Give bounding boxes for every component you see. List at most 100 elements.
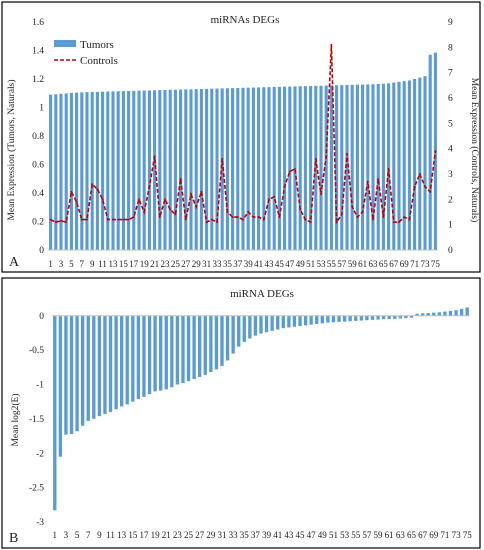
panel-a-bar xyxy=(189,89,193,250)
panel-a-xtick: 27 xyxy=(181,259,191,269)
panel-a-controls-point xyxy=(434,150,437,153)
panel-a-bar xyxy=(153,90,157,250)
panel-a-bar xyxy=(345,84,349,250)
panel-b-bar xyxy=(209,315,213,373)
panel-b-bar xyxy=(131,315,135,402)
panel-a-bar xyxy=(309,85,313,250)
legend-tumors-label: Tumors xyxy=(80,39,114,51)
panel-a-xtick: 9 xyxy=(90,259,95,269)
panel-b-xtick: 53 xyxy=(340,530,350,540)
panel-b-xtick: 7 xyxy=(86,530,91,540)
panel-a-ytick-left: 0.4 xyxy=(32,189,44,199)
panel-a-bar xyxy=(231,88,235,251)
panel-a-controls-point xyxy=(153,155,156,158)
panel-a-bar xyxy=(262,87,266,250)
panel-b-xtick: 71 xyxy=(440,530,449,540)
panel-a-legend: Tumors Controls xyxy=(54,39,118,67)
panel-a-bar xyxy=(90,91,94,250)
panel-a-controls-point xyxy=(96,188,99,191)
panel-b-bar xyxy=(86,315,90,421)
panel-a-bar xyxy=(121,91,125,250)
panel-b-bar xyxy=(381,315,386,320)
panel-b-bar xyxy=(320,315,324,324)
panel-b-bar xyxy=(348,315,352,322)
panel-a-bar xyxy=(64,93,68,250)
panel-b-bar xyxy=(114,315,118,410)
panel-b-xtick: 5 xyxy=(75,530,80,540)
panel-a-controls-point xyxy=(184,218,187,221)
panel-a-controls-point xyxy=(75,200,78,203)
panel-b-bar xyxy=(404,315,408,319)
panel-a-controls-point xyxy=(70,190,73,193)
panel-b-xtick: 21 xyxy=(162,530,171,540)
panel-a-controls-point xyxy=(190,193,192,196)
panel-a-bar xyxy=(116,91,120,250)
panel-b-xtick: 33 xyxy=(229,530,239,540)
panel-a-controls-point xyxy=(117,218,120,221)
panel-b-xtick: 15 xyxy=(128,530,138,540)
panel-a-xtick: 59 xyxy=(348,259,358,269)
panel-a-controls-point xyxy=(216,221,218,224)
panel-a-bar xyxy=(418,77,422,250)
panel-a-bar xyxy=(283,86,287,250)
panel-b-bar xyxy=(443,311,447,316)
panel-b-xtick: 39 xyxy=(262,530,272,540)
panel-a-xtick: 53 xyxy=(317,259,327,269)
panel-a-xtick: 39 xyxy=(244,259,254,269)
panel-b-bar xyxy=(198,315,202,377)
panel-a-controls-point xyxy=(49,218,52,221)
panel-b-bar xyxy=(276,315,280,330)
panel-a-controls-point xyxy=(325,155,328,158)
panel-b-xtick: 27 xyxy=(195,530,205,540)
panel-a-bar xyxy=(267,87,271,250)
panel-a-controls-point xyxy=(294,168,296,170)
panel-b-xtick: 55 xyxy=(351,530,361,540)
panel-b-xtick: 65 xyxy=(407,530,417,540)
panel-b-xtick: 45 xyxy=(296,530,306,540)
panel-b-bar xyxy=(214,315,219,370)
panel-a-bar xyxy=(179,89,183,250)
panel-a-controls-point xyxy=(309,221,312,224)
panel-b-bar xyxy=(186,315,191,382)
panel-a-title: miRNAs DEGs xyxy=(211,14,280,26)
panel-a-ytick-right: 7 xyxy=(448,69,453,79)
panel-b-bar xyxy=(393,315,397,319)
panel-a-bar xyxy=(272,86,276,250)
panel-a-bar xyxy=(225,88,229,250)
panel-b-xtick: 59 xyxy=(374,530,384,540)
panel-a-bar xyxy=(428,54,432,251)
panel-a-bar xyxy=(95,91,99,250)
panel-b-frame xyxy=(1,277,481,549)
panel-a-bar xyxy=(85,92,89,250)
panel-a-controls-point xyxy=(205,221,208,224)
panel-a-xtick: 35 xyxy=(223,259,233,269)
panel-a-controls-point xyxy=(330,43,333,46)
panel-a-xtick: 17 xyxy=(129,259,139,269)
panel-b-bar xyxy=(220,315,224,366)
panel-b-xtick: 73 xyxy=(452,530,462,540)
panel-b-bar xyxy=(298,315,302,327)
panel-b-xtick: 29 xyxy=(206,530,216,540)
panel-a-bar xyxy=(111,91,115,251)
panel-a-bar xyxy=(132,90,136,250)
panel-a-bar xyxy=(173,89,177,250)
panel-b-xtick: 11 xyxy=(106,530,115,540)
panel-b-bar xyxy=(415,313,419,316)
panel-b-xtick: 9 xyxy=(97,530,102,540)
panel-b-bar xyxy=(398,315,403,319)
panel-a-controls-point xyxy=(210,218,213,221)
panel-a-xtick: 57 xyxy=(337,259,347,269)
panel-b-bar xyxy=(287,315,291,328)
panel-a-xtick: 19 xyxy=(140,259,150,269)
panel-a-xtick: 65 xyxy=(379,259,389,269)
panel-a-controls-point xyxy=(247,211,250,213)
panel-a-controls-point xyxy=(288,170,291,173)
panel-b-xtick: 37 xyxy=(251,530,261,540)
panel-a-controls-point xyxy=(132,216,135,218)
panel-a-bar xyxy=(59,93,63,250)
panel-a-bar xyxy=(168,89,172,250)
panel-a-bar xyxy=(407,80,411,250)
panel-a-bar xyxy=(298,86,302,250)
panel-a-bar xyxy=(303,86,307,250)
panel-b-xtick: 47 xyxy=(307,530,317,540)
